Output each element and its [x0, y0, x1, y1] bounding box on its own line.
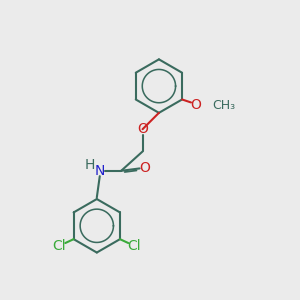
Text: O: O [190, 98, 201, 112]
Text: O: O [140, 161, 150, 176]
Text: O: O [137, 122, 148, 136]
Text: CH₃: CH₃ [212, 99, 236, 112]
Text: H: H [84, 158, 94, 172]
Text: Cl: Cl [128, 239, 141, 253]
Text: Cl: Cl [52, 239, 66, 253]
Text: N: N [94, 164, 105, 178]
